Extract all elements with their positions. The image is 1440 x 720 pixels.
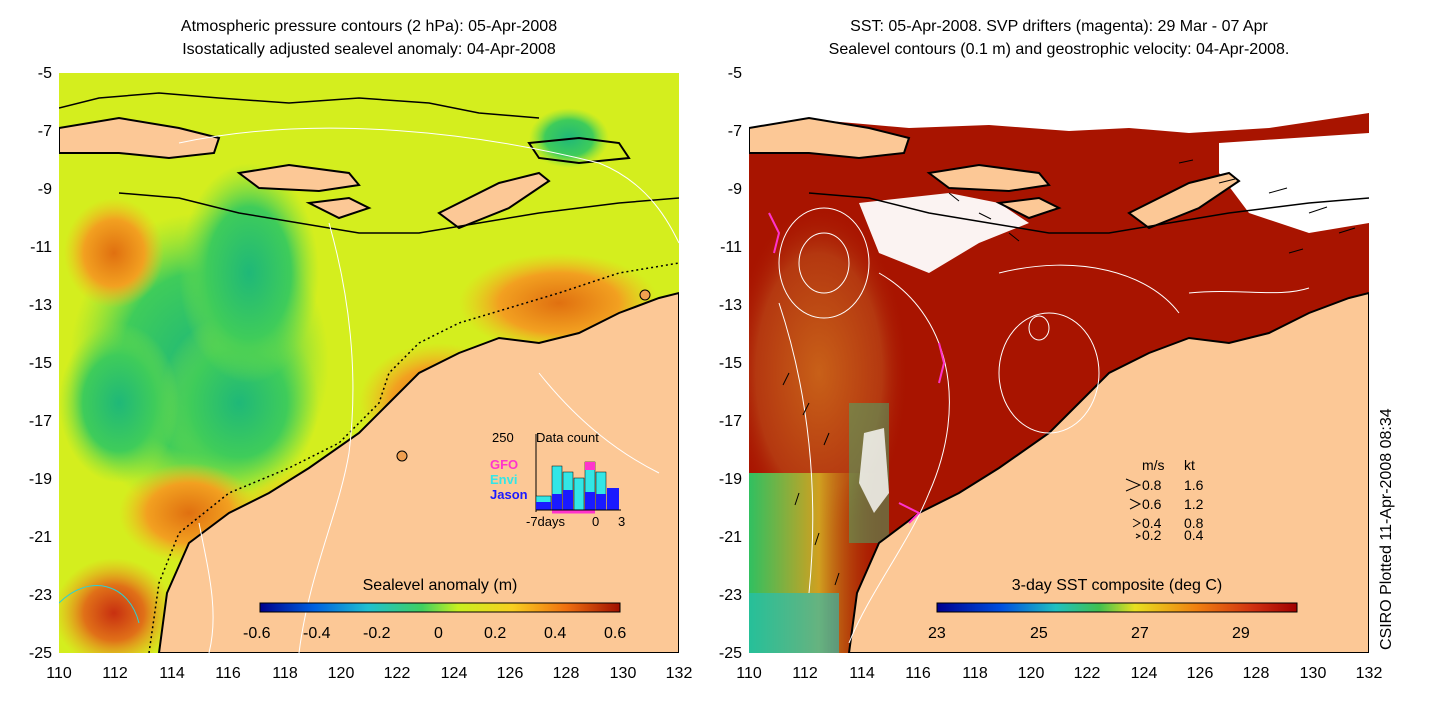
right-x-tick-11: 132 (1355, 665, 1383, 682)
right-y-tick-4: -13 (718, 297, 742, 314)
speed-ms-2: 0.4 (1142, 515, 1162, 531)
left-y-tick-4: -13 (28, 297, 52, 314)
left-y-tick-9: -23 (28, 587, 52, 604)
right-title-line1: SST: 05-Apr-2008. SVP drifters (magenta)… (850, 18, 1268, 35)
right-x-tick-7: 124 (1130, 665, 1158, 682)
speed-kt-1: 1.2 (1184, 496, 1204, 512)
sst-tick-2: 27 (1131, 625, 1149, 642)
right-x-tick-4: 118 (962, 665, 988, 682)
right-y-tick-8: -21 (718, 529, 742, 546)
sla-tick-2: -0.2 (363, 625, 391, 642)
left-y-tick-3: -11 (30, 239, 52, 256)
left-x-tick-4: 118 (272, 665, 298, 682)
right-x-tick-10: 130 (1299, 665, 1327, 682)
right-y-tick-7: -19 (718, 471, 742, 488)
right-x-tick-5: 120 (1017, 665, 1045, 682)
left-x-tick-8: 126 (496, 665, 524, 682)
sealevel-colorbar: Sealevel anomaly (m) (259, 577, 621, 613)
australia-land-right (847, 291, 1369, 653)
speed-kt-0: 1.6 (1184, 477, 1204, 493)
right-x-tick-2: 114 (849, 665, 875, 682)
right-x-tick-9: 128 (1242, 665, 1270, 682)
left-y-tick-2: -9 (37, 181, 52, 198)
inset-title: Data count (536, 430, 599, 445)
sst-tick-3: 29 (1232, 625, 1250, 642)
arrow-0-4 (1132, 518, 1142, 528)
right-y-tick-6: -17 (718, 413, 742, 430)
speed-legend-header-ms: m/s (1142, 457, 1165, 473)
arrow-0-2 (1135, 533, 1142, 539)
right-x-tick-3: 116 (905, 665, 931, 682)
velocity-arrows (782, 159, 1356, 586)
left-x-tick-7: 124 (440, 665, 468, 682)
arrow-0-8 (1125, 478, 1142, 492)
arrow-0-6 (1129, 498, 1142, 510)
speed-ms-1: 0.6 (1142, 496, 1162, 512)
sla-tick-0: -0.6 (243, 625, 271, 642)
sla-tick-4: 0.2 (484, 625, 507, 642)
sst-colorbar: 3-day SST composite (deg C) (936, 577, 1298, 613)
right-y-tick-2: -9 (727, 181, 742, 198)
sla-tick-6: 0.6 (604, 625, 627, 642)
inset-x-zero: 0 (592, 514, 599, 529)
sst-map (749, 73, 1369, 653)
right-y-tick-0: -5 (727, 65, 742, 82)
plotted-timestamp: CSIRO Plotted 11-Apr-2008 08:34 (1378, 408, 1395, 650)
left-y-tick-7: -19 (28, 471, 52, 488)
right-x-tick-6: 122 (1073, 665, 1101, 682)
speed-kt-3: 0.4 (1184, 527, 1204, 543)
sst-tick-0: 23 (928, 625, 946, 642)
right-y-tick-3: -11 (720, 239, 742, 256)
left-y-tick-0: -5 (37, 65, 52, 82)
sst-colorbar-title: 3-day SST composite (deg C) (1012, 577, 1222, 594)
inset-x-end: 3 (618, 514, 625, 529)
australia-land (157, 291, 679, 653)
right-y-tick-5: -15 (718, 355, 742, 372)
speed-kt-2: 0.8 (1184, 515, 1204, 531)
left-y-tick-8: -21 (28, 529, 52, 546)
left-title-line2: Isostatically adjusted sealevel anomaly:… (182, 41, 556, 58)
left-y-tick-6: -17 (28, 413, 52, 430)
sealevel-anomaly-map (59, 73, 679, 653)
inset-legend-gfo: GFO (490, 457, 518, 472)
sla-tick-5: 0.4 (544, 625, 567, 642)
left-x-tick-5: 120 (327, 665, 355, 682)
right-y-tick-9: -23 (718, 587, 742, 604)
left-x-tick-9: 128 (552, 665, 580, 682)
left-x-tick-6: 122 (383, 665, 411, 682)
left-x-tick-10: 130 (609, 665, 637, 682)
left-title-line1: Atmospheric pressure contours (2 hPa): 0… (180, 18, 558, 35)
left-x-tick-2: 114 (159, 665, 185, 682)
right-x-tick-0: 110 (736, 665, 762, 682)
left-x-tick-0: 110 (46, 665, 72, 682)
inset-x-start: -7days (526, 514, 566, 529)
left-y-tick-1: -7 (37, 123, 52, 140)
right-y-tick-1: -7 (727, 123, 742, 140)
left-x-tick-3: 116 (215, 665, 241, 682)
sealevel-colorbar-title: Sealevel anomaly (m) (363, 577, 518, 594)
right-x-tick-1: 112 (792, 665, 818, 682)
speed-ms-0: 0.8 (1142, 477, 1162, 493)
inset-bars (535, 461, 619, 511)
left-x-tick-1: 112 (102, 665, 128, 682)
speed-ms-3: 0.2 (1142, 527, 1162, 543)
left-y-tick-10: -25 (28, 645, 52, 662)
speed-legend-row4: 0.2 0.4 (1135, 527, 1204, 543)
sst-tick-1: 25 (1030, 625, 1048, 642)
right-x-tick-8: 126 (1186, 665, 1214, 682)
left-y-tick-5: -15 (28, 355, 52, 372)
sla-tick-1: -0.4 (303, 625, 331, 642)
inset-max-label: 250 (492, 430, 514, 445)
left-x-tick-11: 132 (665, 665, 693, 682)
right-title-line2: Sealevel contours (0.1 m) and geostrophi… (828, 41, 1290, 58)
inset-legend-envi: Envi (490, 472, 517, 487)
data-count-inset: 250 Data count GFO Envi Jason -7days 0 3 (490, 430, 625, 529)
right-y-tick-10: -25 (718, 645, 742, 662)
sla-tick-3: 0 (434, 625, 443, 642)
inset-legend-jason: Jason (490, 487, 528, 502)
speed-legend-header-kt: kt (1184, 457, 1195, 473)
speed-legend: m/s kt 0.8 1.6 0.6 1.2 0.4 0.8 (1125, 457, 1204, 531)
